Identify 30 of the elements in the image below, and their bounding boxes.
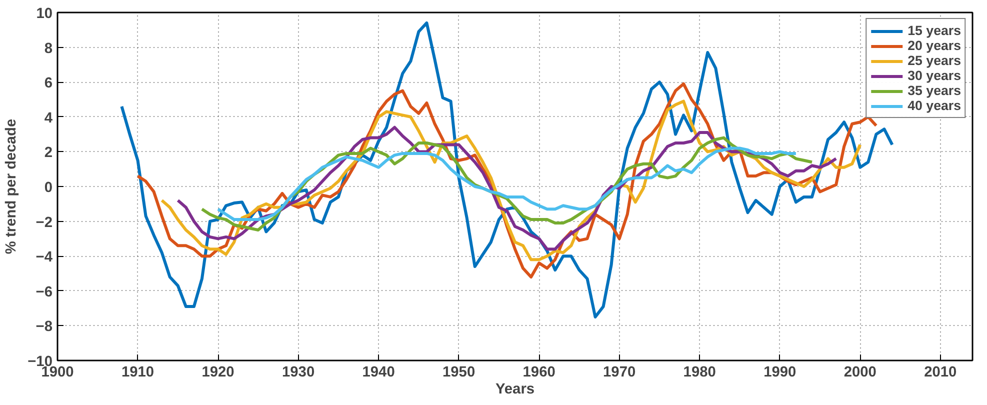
y-tick-label: 8 [44,40,53,57]
legend-label: 35 years [908,83,961,98]
legend-label: 25 years [908,53,961,68]
x-tick-label: 1960 [522,364,556,380]
y-tick-label: −8 [36,319,53,336]
y-tick-label: −2 [36,214,53,231]
x-tick-label: 1920 [202,364,234,380]
x-tick-label: 1990 [764,364,796,380]
y-tick-label: 6 [44,76,53,92]
x-tick-label: 2010 [924,364,957,380]
x-tick-label: 1980 [683,364,716,380]
legend-label: 40 years [908,98,961,113]
y-tick-label: −4 [36,250,54,266]
x-tick-label: 1910 [121,364,154,380]
y-tick-label: 10 [36,6,53,22]
y-tick-label: 0 [44,180,53,196]
x-axis-title: Years [495,382,535,398]
legend-label: 20 years [908,38,961,53]
line-series [216,146,798,222]
x-tick-label: 1940 [362,364,395,380]
x-tick-label: 2000 [844,364,876,380]
x-tick-label: 1970 [603,364,636,380]
x-tick-label: 1950 [442,364,476,380]
y-axis-title: % trend per decade [4,118,20,254]
y-tick-label: −6 [36,284,53,300]
x-tick-label: 1930 [282,364,315,380]
legend-label: 30 years [908,68,961,83]
y-tick-label: 2 [44,145,53,162]
legend-label: 15 years [908,23,961,38]
y-tick-label: 4 [44,110,54,126]
